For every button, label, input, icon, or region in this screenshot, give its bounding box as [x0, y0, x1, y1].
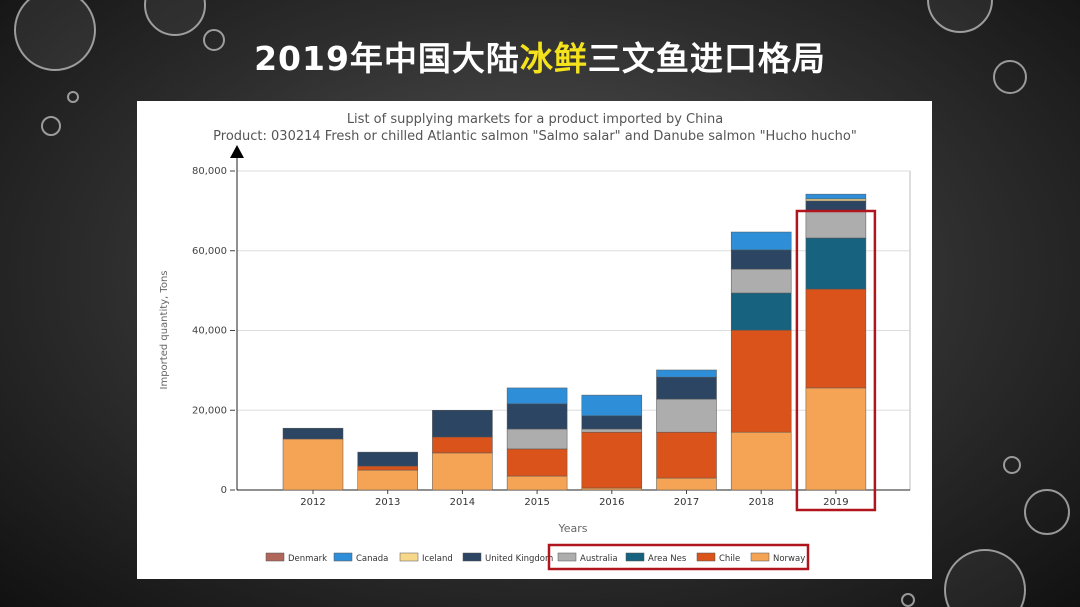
y-tick-label: 80,000: [192, 166, 227, 177]
chart-subtitle: Product: 030214 Fresh or chilled Atlanti…: [213, 129, 857, 144]
title-part: 2019年中国大陆: [254, 39, 520, 78]
y-tick-label: 0: [221, 485, 227, 496]
legend-swatch: [265, 552, 285, 562]
bar-segment: [506, 475, 568, 491]
bar-segment: [581, 428, 643, 433]
bar-segment: [506, 428, 568, 450]
legend-label: United Kingdom: [485, 554, 553, 564]
x-tick-label: 2017: [674, 497, 699, 508]
bar-segment: [805, 200, 867, 212]
bar-segment: [805, 198, 867, 202]
legend-swatch: [333, 552, 353, 562]
legend-label: Denmark: [288, 554, 327, 564]
y-tick-label: 40,000: [192, 326, 227, 337]
legend-label: Canada: [356, 554, 388, 564]
x-tick-label: 2019: [823, 497, 848, 508]
bar-segment: [730, 329, 792, 433]
bar-segment: [357, 451, 418, 467]
bar-segment: [357, 469, 418, 491]
legend-label: Area Nes: [648, 554, 687, 564]
bar-segment: [730, 231, 792, 251]
chart: List of supplying markets for a product …: [137, 101, 932, 579]
bar-segment: [805, 237, 867, 290]
bar-segment: [506, 403, 568, 430]
legend-label: Australia: [580, 554, 618, 564]
y-axis-arrow: [230, 145, 244, 158]
bar-segment: [432, 452, 493, 491]
bar-segment: [432, 436, 493, 454]
bar-segment: [805, 210, 867, 239]
x-tick-label: 2018: [748, 497, 773, 508]
bar-segment: [805, 193, 867, 200]
bar-segment: [581, 431, 643, 489]
bar-segment: [357, 465, 418, 471]
legend-swatch: [625, 552, 645, 562]
bar-segment: [730, 249, 792, 270]
slide-title: 2019年中国大陆冰鲜三文鱼进口格局: [0, 32, 1080, 80]
bar-segment: [432, 410, 493, 438]
bar-segment: [730, 431, 792, 491]
x-tick-label: 2015: [524, 497, 549, 508]
bar-segment: [581, 394, 643, 417]
chart-title: List of supplying markets for a product …: [347, 112, 723, 127]
x-tick-label: 2013: [375, 497, 400, 508]
title-highlight: 冰鲜: [519, 39, 588, 78]
highlight-box: [547, 543, 810, 571]
x-tick-label: 2012: [300, 497, 325, 508]
legend-swatch: [462, 552, 482, 562]
legend-swatch: [399, 552, 419, 562]
bar-segment: [656, 398, 717, 433]
legend-swatch: [750, 552, 770, 562]
bar-segment: [282, 427, 344, 440]
bar-segment: [581, 487, 643, 491]
x-axis-label: Years: [557, 522, 587, 535]
bar-segment: [506, 448, 568, 477]
bar-segment: [581, 415, 643, 430]
bar-segment: [282, 438, 344, 491]
bar-segment: [656, 431, 717, 479]
legend-swatch: [696, 552, 716, 562]
bar-segment: [730, 268, 792, 294]
bar-segment: [805, 288, 867, 389]
legend-swatch: [557, 552, 577, 562]
bar-segment: [805, 387, 867, 491]
bar-segment: [656, 369, 717, 378]
y-tick-label: 20,000: [192, 405, 227, 416]
bar-segment: [730, 292, 792, 331]
legend-label: Iceland: [422, 554, 453, 564]
x-tick-label: 2014: [450, 497, 475, 508]
legend-label: Norway: [773, 554, 805, 564]
title-part: 三文鱼进口格局: [587, 39, 826, 78]
bar-segment: [656, 477, 717, 491]
x-tick-label: 2016: [599, 497, 624, 508]
y-axis-label: Imported quantity, Tons: [159, 271, 170, 390]
bar-segment: [506, 387, 568, 405]
bar-segment: [656, 376, 717, 400]
highlight-box: [795, 209, 877, 512]
y-tick-label: 60,000: [192, 246, 227, 257]
legend-label: Chile: [719, 554, 740, 564]
